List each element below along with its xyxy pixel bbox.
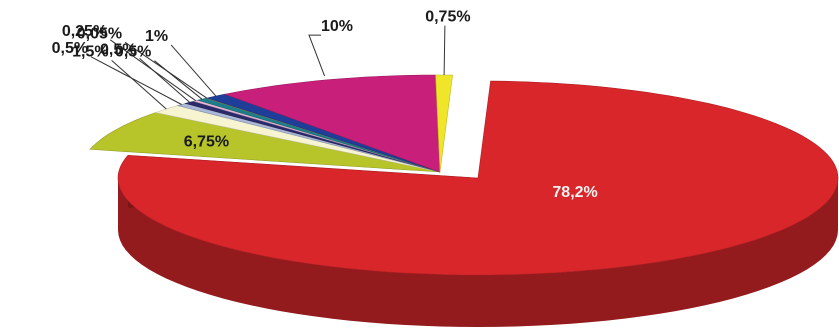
leader-lines	[90, 25, 446, 110]
pie-slice	[89, 112, 441, 173]
slice-label: 0,05%	[77, 25, 122, 42]
leader-line	[139, 58, 190, 103]
slice-labels: 78,2%6,75%1,5%0,5% 0,5%0,25%0,5%0,05% 1%10…	[52, 9, 598, 201]
leader-line	[154, 60, 203, 100]
leader-line	[90, 56, 182, 105]
pie-slice	[223, 74, 441, 173]
leader-line	[308, 34, 326, 77]
slice-label: 0,5%	[52, 40, 88, 57]
pie-top-layer	[89, 74, 839, 276]
slice-label: 10%	[321, 18, 353, 35]
slice-label: 1%	[145, 28, 168, 45]
slice-label: 0,25%	[62, 23, 107, 40]
pie-slice	[117, 80, 839, 276]
pie-slice-side	[118, 178, 838, 327]
leader-line	[109, 39, 196, 102]
leader-line	[111, 60, 167, 110]
slice-label: 0,5%	[115, 44, 151, 61]
slice-label: 0,5%	[100, 41, 136, 58]
slice-label: 1,5%	[72, 43, 108, 60]
leader-line	[170, 44, 217, 97]
leader-line	[124, 41, 207, 99]
slice-label: 0,75%	[425, 9, 470, 26]
leader-line	[443, 25, 446, 76]
slice-label: 6,75%	[184, 134, 229, 151]
slice-label: 78,2%	[552, 184, 597, 201]
